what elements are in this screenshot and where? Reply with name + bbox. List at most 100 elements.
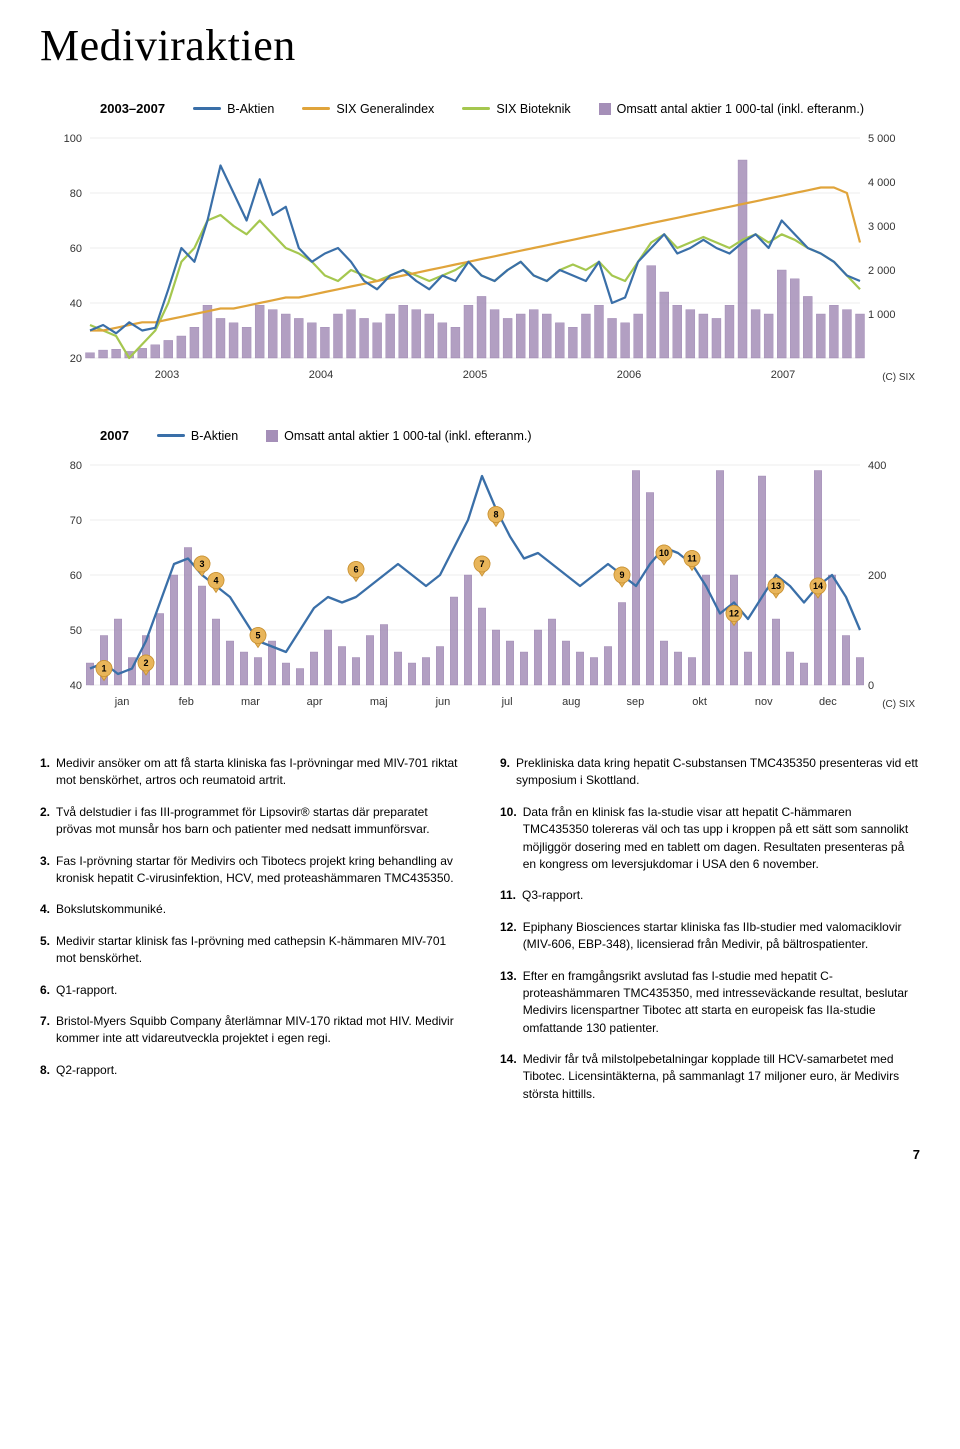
note-text: Bristol-Myers Squibb Company återlämnar … [56,1013,460,1048]
legend-label: SIX Generalindex [336,102,434,116]
legend-label: Omsatt antal aktier 1 000-tal (inkl. eft… [617,102,864,116]
svg-text:3 000: 3 000 [868,221,896,233]
svg-text:4: 4 [213,576,218,586]
svg-text:sep: sep [627,696,645,708]
chart1-legend: 2003–2007 B-Aktien SIX Generalindex SIX … [100,101,920,116]
svg-text:1 000: 1 000 [868,309,896,321]
note-text: Bokslutskommuniké. [56,901,166,918]
svg-text:0: 0 [868,680,874,692]
legend-baktien2: B-Aktien [157,429,238,443]
note-item: 2.Två delstudier i fas III-programmet fö… [40,804,460,839]
svg-text:jan: jan [114,696,130,708]
svg-text:10: 10 [659,548,669,558]
svg-text:2006: 2006 [617,369,641,381]
note-text: Q1-rapport. [56,982,117,999]
svg-text:40: 40 [70,298,82,310]
svg-text:2004: 2004 [309,369,333,381]
svg-text:mar: mar [241,696,260,708]
legend-label: Omsatt antal aktier 1 000-tal (inkl. eft… [284,429,531,443]
note-text: Data från en klinisk fas Ia-studie visar… [523,804,920,874]
chart1-svg: 204060801001 0002 0003 0004 0005 0002003… [40,128,920,388]
svg-text:nov: nov [755,696,773,708]
note-text: Medivir ansöker om att få starta klinisk… [56,755,460,790]
note-item: 9.Prekliniska data kring hepatit C-subst… [500,755,920,790]
svg-text:60: 60 [70,243,82,255]
svg-text:4 000: 4 000 [868,177,896,189]
note-number: 6. [40,982,50,999]
page-title: Mediviraktien [40,20,920,71]
note-number: 5. [40,933,50,968]
svg-text:(C) SIX: (C) SIX [882,372,915,383]
note-number: 7. [40,1013,50,1048]
notes-container: 1.Medivir ansöker om att få starta klini… [40,755,920,1117]
legend-label: B-Aktien [191,429,238,443]
svg-text:maj: maj [370,696,388,708]
legend-label: SIX Bioteknik [496,102,570,116]
legend-volume2: Omsatt antal aktier 1 000-tal (inkl. eft… [266,429,531,443]
legend-bioteknik: SIX Bioteknik [462,102,570,116]
chart-2007: 2007 B-Aktien Omsatt antal aktier 1 000-… [40,428,920,715]
svg-text:2005: 2005 [463,369,487,381]
svg-text:14: 14 [813,581,823,591]
legend-label: B-Aktien [227,102,274,116]
note-text: Fas I-prövning startar för Medivirs och … [56,853,460,888]
note-number: 11. [500,887,516,904]
svg-text:jul: jul [501,696,513,708]
legend-baktien: B-Aktien [193,102,274,116]
svg-text:6: 6 [353,565,358,575]
chart2-period: 2007 [100,428,129,443]
swatch-baktien2 [157,434,185,437]
chart2-svg: 40506070800200400janfebmaraprmajjunjulau… [40,455,920,715]
svg-text:7: 7 [479,559,484,569]
svg-text:100: 100 [64,133,82,145]
chart1-period: 2003–2007 [100,101,165,116]
svg-text:80: 80 [70,188,82,200]
svg-text:2 000: 2 000 [868,265,896,277]
svg-text:200: 200 [868,570,886,582]
svg-text:aug: aug [562,696,580,708]
svg-text:13: 13 [771,581,781,591]
svg-text:5: 5 [255,631,260,641]
note-item: 11. Q3-rapport. [500,887,920,904]
legend-volume: Omsatt antal aktier 1 000-tal (inkl. eft… [599,102,864,116]
svg-text:2007: 2007 [771,369,795,381]
note-number: 3. [40,853,50,888]
svg-text:12: 12 [729,609,739,619]
note-text: Medivir får två milstolpebetalningar kop… [523,1051,920,1103]
note-text: Q3-rapport. [522,887,583,904]
svg-text:2003: 2003 [155,369,179,381]
svg-text:feb: feb [179,696,194,708]
note-text: Prekliniska data kring hepatit C-substan… [516,755,920,790]
note-number: 12. [500,919,517,954]
swatch-baktien [193,107,221,110]
svg-text:20: 20 [70,353,82,365]
svg-text:70: 70 [70,515,82,527]
svg-text:50: 50 [70,625,82,637]
note-item: 4. Bokslutskommuniké. [40,901,460,918]
note-text: Epiphany Biosciences startar kliniska fa… [523,919,920,954]
note-number: 13. [500,968,517,1038]
svg-text:40: 40 [70,680,82,692]
note-number: 1. [40,755,50,790]
swatch-bioteknik [462,107,490,110]
note-item: 7.Bristol-Myers Squibb Company återlämna… [40,1013,460,1048]
chart-2003-2007: 2003–2007 B-Aktien SIX Generalindex SIX … [40,101,920,388]
swatch-volume [599,103,611,115]
note-item: 14.Medivir får två milstolpebetalningar … [500,1051,920,1103]
note-number: 4. [40,901,50,918]
note-item: 13.Efter en framgångsrikt avslutad fas I… [500,968,920,1038]
note-number: 8. [40,1062,50,1079]
note-number: 9. [500,755,510,790]
svg-text:400: 400 [868,460,886,472]
svg-text:okt: okt [692,696,707,708]
notes-left-col: 1.Medivir ansöker om att få starta klini… [40,755,460,1117]
note-item: 5.Medivir startar klinisk fas I-prövning… [40,933,460,968]
svg-text:80: 80 [70,460,82,472]
note-item: 12. Epiphany Biosciences startar kliniska… [500,919,920,954]
svg-text:2: 2 [143,658,148,668]
svg-text:(C) SIX: (C) SIX [882,699,915,710]
note-text: Två delstudier i fas III-programmet för … [56,804,460,839]
swatch-generalindex [302,107,330,110]
note-item: 10.Data från en klinisk fas Ia-studie vi… [500,804,920,874]
svg-text:60: 60 [70,570,82,582]
